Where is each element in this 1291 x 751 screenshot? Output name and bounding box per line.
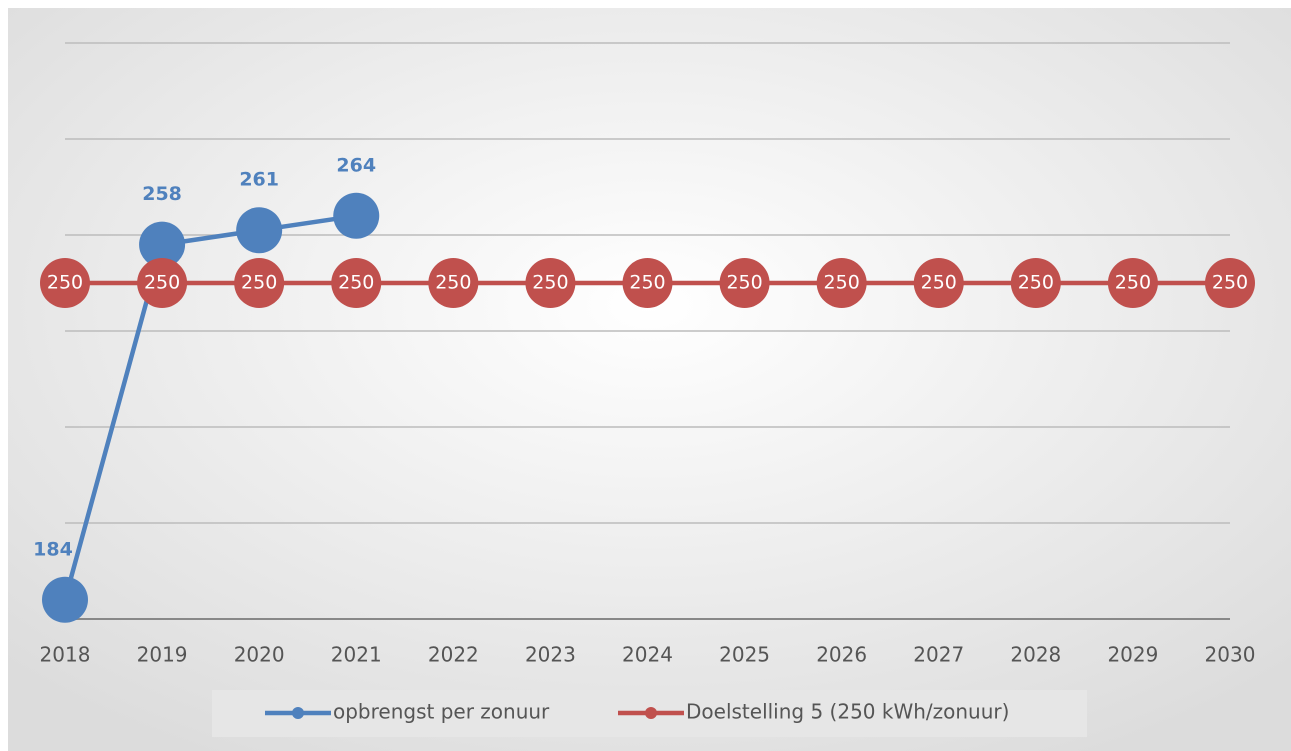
data-label: 250 bbox=[1115, 272, 1151, 294]
data-point bbox=[1205, 258, 1255, 308]
legend-marker bbox=[292, 707, 304, 719]
legend-marker bbox=[645, 707, 657, 719]
data-point bbox=[139, 221, 186, 268]
data-point bbox=[333, 192, 380, 239]
data-label: 184 bbox=[33, 538, 73, 560]
data-label: 258 bbox=[142, 183, 182, 205]
x-tick-label: 2029 bbox=[1107, 643, 1158, 667]
x-tick-label: 2024 bbox=[622, 643, 673, 667]
series-line bbox=[62, 213, 357, 601]
data-point bbox=[236, 207, 283, 254]
data-point bbox=[42, 576, 88, 623]
x-tick-label: 2025 bbox=[719, 643, 770, 667]
data-point bbox=[622, 258, 673, 308]
x-tick-label: 2027 bbox=[913, 643, 964, 667]
data-point bbox=[1107, 258, 1158, 308]
data-label: 250 bbox=[435, 272, 471, 294]
data-point bbox=[428, 258, 479, 308]
x-tick-label: 2023 bbox=[525, 643, 576, 667]
x-tick-label: 2018 bbox=[40, 643, 91, 667]
data-point bbox=[1010, 258, 1061, 308]
data-label: 250 bbox=[338, 272, 374, 294]
data-point bbox=[719, 258, 770, 308]
legend-label: Doelstelling 5 (250 kWh/zonuur) bbox=[686, 700, 1009, 724]
data-label: 250 bbox=[629, 272, 665, 294]
x-tick-label: 2021 bbox=[331, 643, 382, 667]
x-tick-label: 2026 bbox=[816, 643, 867, 667]
data-label: 250 bbox=[532, 272, 568, 294]
data-label: 250 bbox=[241, 272, 277, 294]
data-label: 250 bbox=[47, 272, 83, 294]
x-tick-label: 2028 bbox=[1010, 643, 1061, 667]
data-point bbox=[40, 258, 90, 308]
data-label: 250 bbox=[144, 272, 180, 294]
data-point bbox=[234, 258, 285, 308]
data-label: 261 bbox=[239, 169, 279, 191]
data-label: 250 bbox=[1018, 272, 1054, 294]
x-tick-label: 2030 bbox=[1205, 643, 1256, 667]
x-tick-label: 2019 bbox=[137, 643, 188, 667]
data-label: 264 bbox=[336, 154, 376, 176]
chart-background bbox=[8, 8, 1291, 751]
x-tick-label: 2022 bbox=[428, 643, 479, 667]
data-point bbox=[525, 258, 576, 308]
data-label: 250 bbox=[1212, 272, 1248, 294]
data-point bbox=[913, 258, 964, 308]
legend-label: opbrengst per zonuur bbox=[333, 700, 550, 724]
x-tick-label: 2020 bbox=[234, 643, 285, 667]
data-label: 250 bbox=[726, 272, 762, 294]
data-label: 250 bbox=[921, 272, 957, 294]
data-point bbox=[137, 258, 188, 308]
data-point bbox=[331, 258, 382, 308]
data-point bbox=[816, 258, 867, 308]
data-label: 250 bbox=[824, 272, 860, 294]
